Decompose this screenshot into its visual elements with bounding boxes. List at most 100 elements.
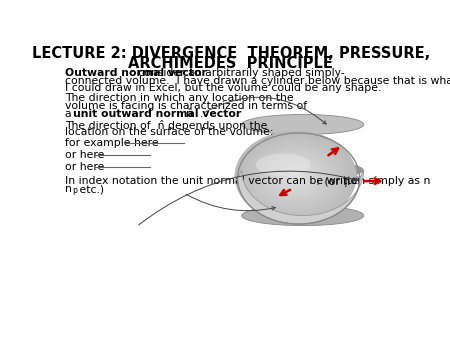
Ellipse shape <box>274 160 317 192</box>
Ellipse shape <box>248 140 344 212</box>
Ellipse shape <box>261 150 331 202</box>
Ellipse shape <box>276 162 315 190</box>
Ellipse shape <box>281 165 310 187</box>
Ellipse shape <box>292 174 299 178</box>
FancyArrowPatch shape <box>205 97 326 124</box>
Text: location on the surface of the volume:: location on the surface of the volume: <box>65 127 274 138</box>
Text: connected volume.  I have drawn a cylinder below because that is what: connected volume. I have drawn a cylinde… <box>65 76 450 86</box>
Ellipse shape <box>284 167 308 185</box>
Text: a: a <box>65 109 75 119</box>
Ellipse shape <box>268 156 323 197</box>
Ellipse shape <box>259 149 332 203</box>
Ellipse shape <box>263 152 328 201</box>
Ellipse shape <box>251 143 341 210</box>
Ellipse shape <box>241 136 350 217</box>
Ellipse shape <box>270 158 321 195</box>
Ellipse shape <box>290 172 301 180</box>
Ellipse shape <box>234 131 356 222</box>
Ellipse shape <box>250 142 342 210</box>
Ellipse shape <box>292 173 299 179</box>
Ellipse shape <box>260 149 332 203</box>
Ellipse shape <box>294 175 297 177</box>
Text: The direction in which any location on the: The direction in which any location on t… <box>65 93 293 103</box>
Ellipse shape <box>238 134 353 219</box>
Text: ARCHIMEDES  PRINCIPLE: ARCHIMEDES PRINCIPLE <box>128 56 333 71</box>
Text: i: i <box>316 178 319 188</box>
Ellipse shape <box>280 165 311 188</box>
Ellipse shape <box>289 171 302 182</box>
Ellipse shape <box>264 153 327 199</box>
Text: LECTURE 2: DIVERGENCE  THEOREM, PRESSURE,: LECTURE 2: DIVERGENCE THEOREM, PRESSURE, <box>32 46 430 61</box>
Ellipse shape <box>247 140 344 213</box>
Ellipse shape <box>288 171 303 182</box>
Text: The direction of  n̂ depends upon the: The direction of n̂ depends upon the <box>65 120 267 131</box>
Ellipse shape <box>237 132 354 220</box>
Ellipse shape <box>253 144 338 208</box>
Ellipse shape <box>239 134 352 218</box>
Text: for example here: for example here <box>65 139 158 148</box>
Text: n̂  .: n̂ . <box>180 109 203 119</box>
Ellipse shape <box>295 176 297 177</box>
Ellipse shape <box>266 154 324 198</box>
Ellipse shape <box>236 132 355 221</box>
Ellipse shape <box>256 147 335 206</box>
Text: volume is facing is characterized in terms of: volume is facing is characterized in ter… <box>65 101 307 111</box>
Text: or here: or here <box>65 162 104 172</box>
Ellipse shape <box>270 157 321 196</box>
Text: p: p <box>72 186 77 195</box>
Ellipse shape <box>249 142 342 211</box>
Ellipse shape <box>255 146 336 207</box>
Ellipse shape <box>257 148 334 205</box>
Ellipse shape <box>286 169 306 184</box>
Ellipse shape <box>242 136 349 216</box>
FancyArrowPatch shape <box>139 171 356 225</box>
Ellipse shape <box>283 167 309 186</box>
Ellipse shape <box>267 155 324 197</box>
Ellipse shape <box>241 135 351 217</box>
Text: or: or <box>347 176 361 187</box>
Text: : consider an arbitrarily shaped simply-: : consider an arbitrarily shaped simply- <box>131 68 345 78</box>
Ellipse shape <box>286 169 305 183</box>
Ellipse shape <box>252 144 339 209</box>
Ellipse shape <box>258 148 333 204</box>
Ellipse shape <box>291 173 300 179</box>
Ellipse shape <box>271 158 320 194</box>
Ellipse shape <box>278 163 313 189</box>
Ellipse shape <box>244 138 347 215</box>
Ellipse shape <box>282 166 309 187</box>
Ellipse shape <box>252 143 340 209</box>
Ellipse shape <box>242 206 364 225</box>
Text: In index notation the unit normal vector can be written simply as n: In index notation the unit normal vector… <box>65 176 430 187</box>
Ellipse shape <box>275 161 316 192</box>
Ellipse shape <box>279 164 311 188</box>
Text: etc.): etc.) <box>76 184 104 194</box>
Ellipse shape <box>254 145 338 208</box>
Ellipse shape <box>279 164 312 189</box>
Ellipse shape <box>256 153 311 176</box>
Text: (or n: (or n <box>320 176 350 187</box>
Ellipse shape <box>246 139 345 213</box>
Text: I could draw in Excel, but the volume could be any shape.: I could draw in Excel, but the volume co… <box>65 83 381 93</box>
Ellipse shape <box>240 135 351 218</box>
Text: unit outward normal vector: unit outward normal vector <box>72 109 241 119</box>
FancyArrowPatch shape <box>186 194 275 211</box>
Ellipse shape <box>242 115 364 135</box>
Polygon shape <box>238 170 364 224</box>
Text: n: n <box>65 184 72 194</box>
Ellipse shape <box>285 168 306 184</box>
Ellipse shape <box>272 159 319 194</box>
Ellipse shape <box>277 163 314 190</box>
Polygon shape <box>305 160 364 189</box>
Ellipse shape <box>293 174 298 178</box>
Ellipse shape <box>269 156 322 196</box>
Text: or here: or here <box>65 150 104 161</box>
Ellipse shape <box>284 168 307 185</box>
Ellipse shape <box>254 145 337 207</box>
Ellipse shape <box>245 139 346 214</box>
Ellipse shape <box>256 147 334 205</box>
Ellipse shape <box>243 137 348 216</box>
Ellipse shape <box>276 162 315 191</box>
Ellipse shape <box>265 153 326 199</box>
Ellipse shape <box>273 159 319 193</box>
Ellipse shape <box>274 160 318 193</box>
